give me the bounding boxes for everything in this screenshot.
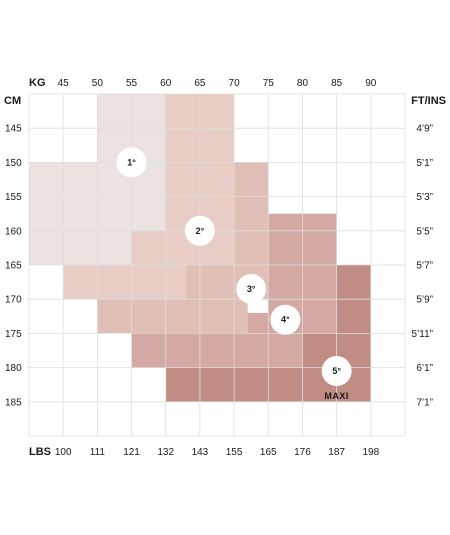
kg-tick-label: 75 xyxy=(263,78,275,89)
kg-tick-label: 45 xyxy=(58,78,70,89)
size-label: 5° xyxy=(332,366,341,376)
size-label: 1° xyxy=(127,157,136,167)
ftin-tick-label: 7’1” xyxy=(416,397,433,408)
size-4-region xyxy=(131,333,303,368)
kg-axis-title: KG xyxy=(29,77,46,89)
size-4-badge: 4° xyxy=(270,304,301,335)
size-5-badge: 5° MAXI xyxy=(321,356,352,401)
size-3-region xyxy=(97,299,248,334)
cm-tick-label: 180 xyxy=(5,363,22,374)
kg-tick-label: 90 xyxy=(365,78,377,89)
ftin-tick-label: 5’11” xyxy=(412,329,434,340)
size-3-region xyxy=(234,162,269,265)
lbs-tick-label: 132 xyxy=(157,447,174,458)
cm-tick-label: 175 xyxy=(5,329,22,340)
lbs-tick-label: 121 xyxy=(123,447,140,458)
lbs-tick-label: 165 xyxy=(260,447,277,458)
lbs-tick-label: 187 xyxy=(328,447,345,458)
cm-axis-title: CM xyxy=(4,95,21,107)
size-3-badge: 3° xyxy=(236,273,267,304)
cm-tick-label: 185 xyxy=(5,397,22,408)
lbs-tick-label: 198 xyxy=(362,447,379,458)
cm-tick-label: 160 xyxy=(5,226,22,237)
lbs-axis-title: LBS xyxy=(29,446,51,458)
ftin-tick-label: 6’1” xyxy=(416,363,433,374)
ftin-tick-label: 5’3” xyxy=(416,192,433,203)
ftin-axis-title: FT/INS xyxy=(411,95,446,107)
size-caption: MAXI xyxy=(324,391,349,401)
size-label: 2° xyxy=(196,226,205,236)
lbs-tick-label: 143 xyxy=(192,447,209,458)
size-label: 3° xyxy=(247,284,256,294)
kg-tick-label: 85 xyxy=(331,78,343,89)
badge-circle xyxy=(236,273,267,304)
size-badges: 1° 2° 3° 4° 5° MAXI xyxy=(116,147,352,401)
size-2-badge: 2° xyxy=(184,215,215,246)
cm-tick-label: 165 xyxy=(5,261,22,272)
ftin-tick-label: 5’1” xyxy=(416,158,433,169)
lbs-tick-label: 176 xyxy=(294,447,311,458)
kg-tick-label: 50 xyxy=(92,78,104,89)
kg-tick-label: 70 xyxy=(229,78,241,89)
badge-circle xyxy=(270,304,301,335)
cm-tick-label: 145 xyxy=(5,124,22,135)
kg-tick-label: 60 xyxy=(160,78,172,89)
ftin-tick-label: 5’9” xyxy=(416,295,433,306)
cm-tick-label: 150 xyxy=(5,158,22,169)
lbs-tick-label: 111 xyxy=(90,447,106,458)
ftin-tick-label: 5’5” xyxy=(416,226,433,237)
kg-tick-label: 80 xyxy=(297,78,309,89)
lbs-tick-label: 100 xyxy=(55,447,72,458)
badge-circle xyxy=(321,356,352,387)
badge-circle xyxy=(184,215,215,246)
lbs-tick-label: 155 xyxy=(226,447,243,458)
cm-tick-label: 170 xyxy=(5,295,22,306)
size-1-badge: 1° xyxy=(116,147,147,178)
size-label: 4° xyxy=(281,315,290,325)
badge-circle xyxy=(116,147,147,178)
cm-tick-label: 155 xyxy=(5,192,22,203)
kg-tick-label: 55 xyxy=(126,78,138,89)
ftin-tick-label: 4’9” xyxy=(416,124,433,135)
axis-labels: KG CM FT/INS LBS 45 50 55 60 65 70 75 80 85 90 100 111 1… xyxy=(4,77,446,458)
kg-tick-label: 65 xyxy=(194,78,206,89)
ftin-tick-label: 5’7” xyxy=(416,261,433,272)
